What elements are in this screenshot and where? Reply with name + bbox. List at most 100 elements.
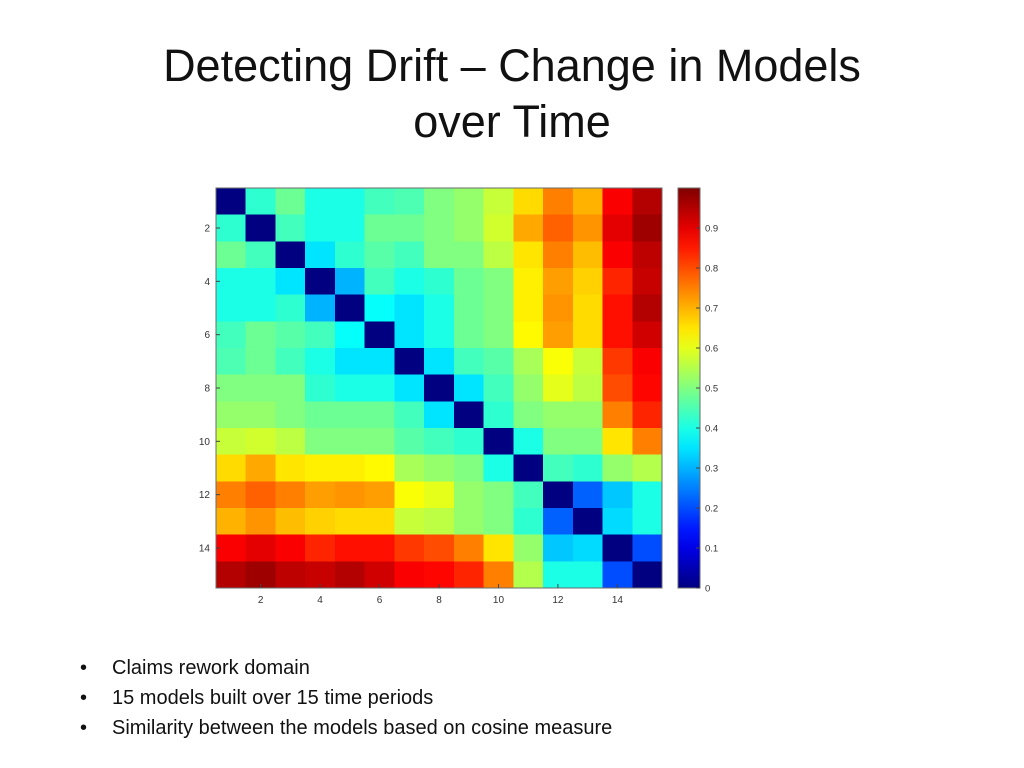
heatmap-cell (483, 321, 514, 349)
x-tick-label: 10 (493, 595, 505, 606)
heatmap-cell (275, 508, 306, 536)
heatmap-cell (334, 534, 366, 562)
heatmap-cell (275, 348, 306, 376)
heatmap-cell (572, 454, 603, 482)
heatmap-cell (424, 454, 455, 482)
heatmap-cell (543, 534, 574, 562)
colorbar-tick-label: 0.3 (705, 464, 718, 475)
heatmap-cell (513, 241, 544, 269)
heatmap-cell (364, 428, 395, 456)
heatmap-cell (543, 294, 574, 322)
heatmap-cell (632, 454, 663, 482)
heatmap-cell (305, 294, 336, 322)
heatmap-cell (453, 534, 484, 562)
heatmap-cell (424, 561, 455, 589)
heatmap-cell (216, 534, 247, 562)
heatmap-cell (305, 268, 336, 296)
heatmap-cell (305, 188, 336, 216)
heatmap-cell (275, 534, 306, 562)
heatmap-cell (305, 348, 336, 376)
heatmap-cell (245, 428, 276, 456)
heatmap-cell (334, 188, 366, 216)
heatmap-cell (394, 214, 425, 242)
heatmap-cell (602, 428, 633, 456)
heatmap-cell (394, 374, 425, 402)
heatmap-cell (245, 401, 276, 429)
slide-title: Detecting Drift – Change in Models over … (40, 38, 984, 150)
heatmap-cell (305, 241, 336, 269)
heatmap-cell (632, 481, 663, 509)
heatmap-cell (216, 188, 247, 216)
heatmap-cell (572, 534, 603, 562)
heatmap-cell (632, 321, 663, 349)
heatmap-cell (305, 534, 336, 562)
heatmap-cell (453, 481, 484, 509)
heatmap-cell (394, 454, 425, 482)
heatmap-cell (275, 241, 306, 269)
heatmap-cell (632, 241, 663, 269)
heatmap-cell (572, 268, 603, 296)
heatmap-cell (424, 214, 455, 242)
heatmap-cell (245, 454, 276, 482)
heatmap-cell (364, 534, 395, 562)
heatmap-cell (364, 454, 395, 482)
heatmap-cell (543, 401, 574, 429)
heatmap-cell (245, 481, 276, 509)
heatmap-cell (334, 481, 366, 509)
colorbar-tick-label: 0.5 (705, 384, 718, 395)
heatmap-cell (483, 268, 514, 296)
heatmap-cell (483, 428, 514, 456)
heatmap-cell (216, 214, 247, 242)
heatmap-cell (275, 401, 306, 429)
heatmap-cell (602, 534, 633, 562)
heatmap-cell (602, 401, 633, 429)
heatmap-cell (543, 268, 574, 296)
y-tick-label: 2 (204, 224, 210, 235)
colorbar-tick-label: 0.1 (705, 544, 718, 555)
similarity-heatmap-figure: 2 4 6 8 10 12 14 2 4 6 8 10 12 14 0.9 0.8 0.7 0.6 0.5 0.4 0.… (199, 187, 718, 606)
heatmap-cell (602, 561, 633, 589)
x-tick-label: 8 (436, 595, 442, 606)
heatmap-cell (424, 508, 455, 536)
heatmap-cell (394, 508, 425, 536)
heatmap-cell (453, 321, 484, 349)
heatmap-cell (394, 561, 425, 589)
heatmap-cell (453, 294, 484, 322)
heatmap-cell (453, 268, 484, 296)
heatmap-cell (602, 214, 633, 242)
heatmap-cell (424, 188, 455, 216)
heatmap-cell (216, 561, 247, 589)
heatmap-cell (245, 561, 276, 589)
heatmap-cell (245, 534, 276, 562)
heatmap-cell (572, 428, 603, 456)
heatmap-cell (305, 428, 336, 456)
heatmap-cell (275, 214, 306, 242)
heatmap-cell (334, 401, 366, 429)
heatmap-cell (602, 374, 633, 402)
heatmap-cell (424, 401, 455, 429)
heatmap-cell (453, 508, 484, 536)
heatmap-cell (245, 348, 276, 376)
heatmap-cell (602, 481, 633, 509)
heatmap-cell (483, 534, 514, 562)
heatmap-cell (305, 374, 336, 402)
heatmap-cell (216, 428, 247, 456)
heatmap-cell (513, 428, 544, 456)
heatmap-cell (424, 481, 455, 509)
heatmap-cell (453, 454, 484, 482)
heatmap-cell (453, 374, 484, 402)
heatmap-cell (453, 348, 484, 376)
y-tick-label: 10 (199, 437, 211, 448)
y-tick-label: 4 (204, 277, 210, 288)
bullet-item: Claims rework domain (80, 653, 612, 683)
heatmap-cell (483, 348, 514, 376)
heatmap-cell (305, 321, 336, 349)
heatmap-cell (483, 374, 514, 402)
heatmap-cell (453, 561, 484, 589)
colorbar-tick-label: 0.7 (705, 304, 718, 315)
heatmap-cell (216, 508, 247, 536)
heatmap-cell (543, 188, 574, 216)
heatmap-cell (334, 294, 366, 322)
heatmap-cell (245, 294, 276, 322)
heatmap-cell (513, 214, 544, 242)
